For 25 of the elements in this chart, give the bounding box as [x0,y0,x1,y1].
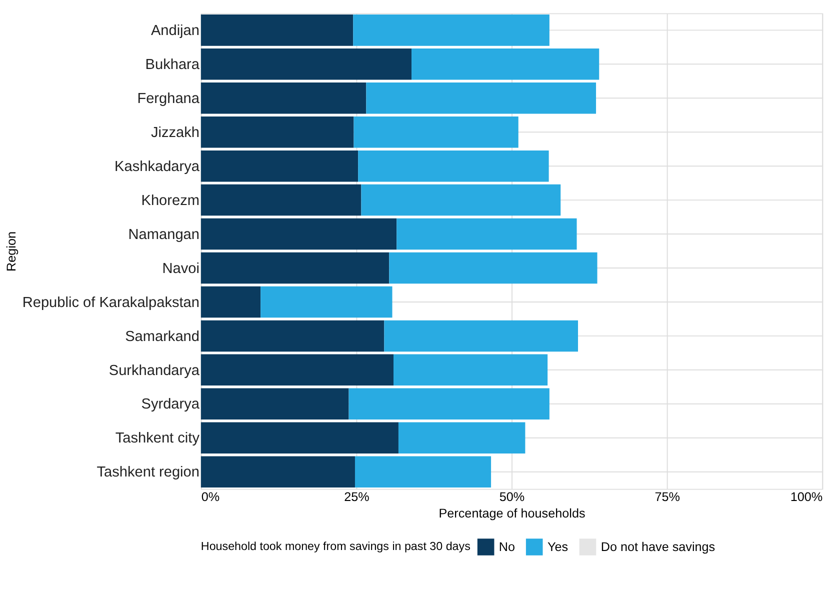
y-tick-label: Tashkent city [115,430,200,447]
x-tick-label: 0% [201,490,220,504]
y-tick-label: Syrdarya [141,396,200,413]
legend-label: Do not have savings [600,540,716,554]
y-tick-label: Tashkent region [96,464,200,481]
y-tick-label: Republic of Karakalpakstan [22,294,200,311]
y-tick-label: Ferghana [137,90,200,107]
x-tick-label: 75% [654,490,680,504]
legend-label: No [498,540,516,554]
y-tick-label: Samarkand [125,328,200,345]
x-tick-label: 25% [344,490,370,504]
y-tick-label: Khorezm [141,192,200,209]
x-axis-title: Percentage of households [438,506,586,520]
y-tick-label: Surkhandarya [108,362,200,379]
y-tick-label: Andijan [150,23,200,40]
x-tick-label: 100% [790,490,823,504]
y-tick-label: Namangan [128,226,200,243]
y-tick-label: Navoi [162,260,200,277]
legend-title: Household took money from savings in past 30 days [200,540,471,553]
y-tick-label: Bukhara [145,57,200,74]
legend-label: Yes [547,540,568,554]
y-axis-title: Region [4,232,18,272]
y-tick-label: Jizzakh [150,124,200,141]
x-tick-label: 50% [499,490,525,504]
y-tick-label: Kashkadarya [114,158,200,175]
